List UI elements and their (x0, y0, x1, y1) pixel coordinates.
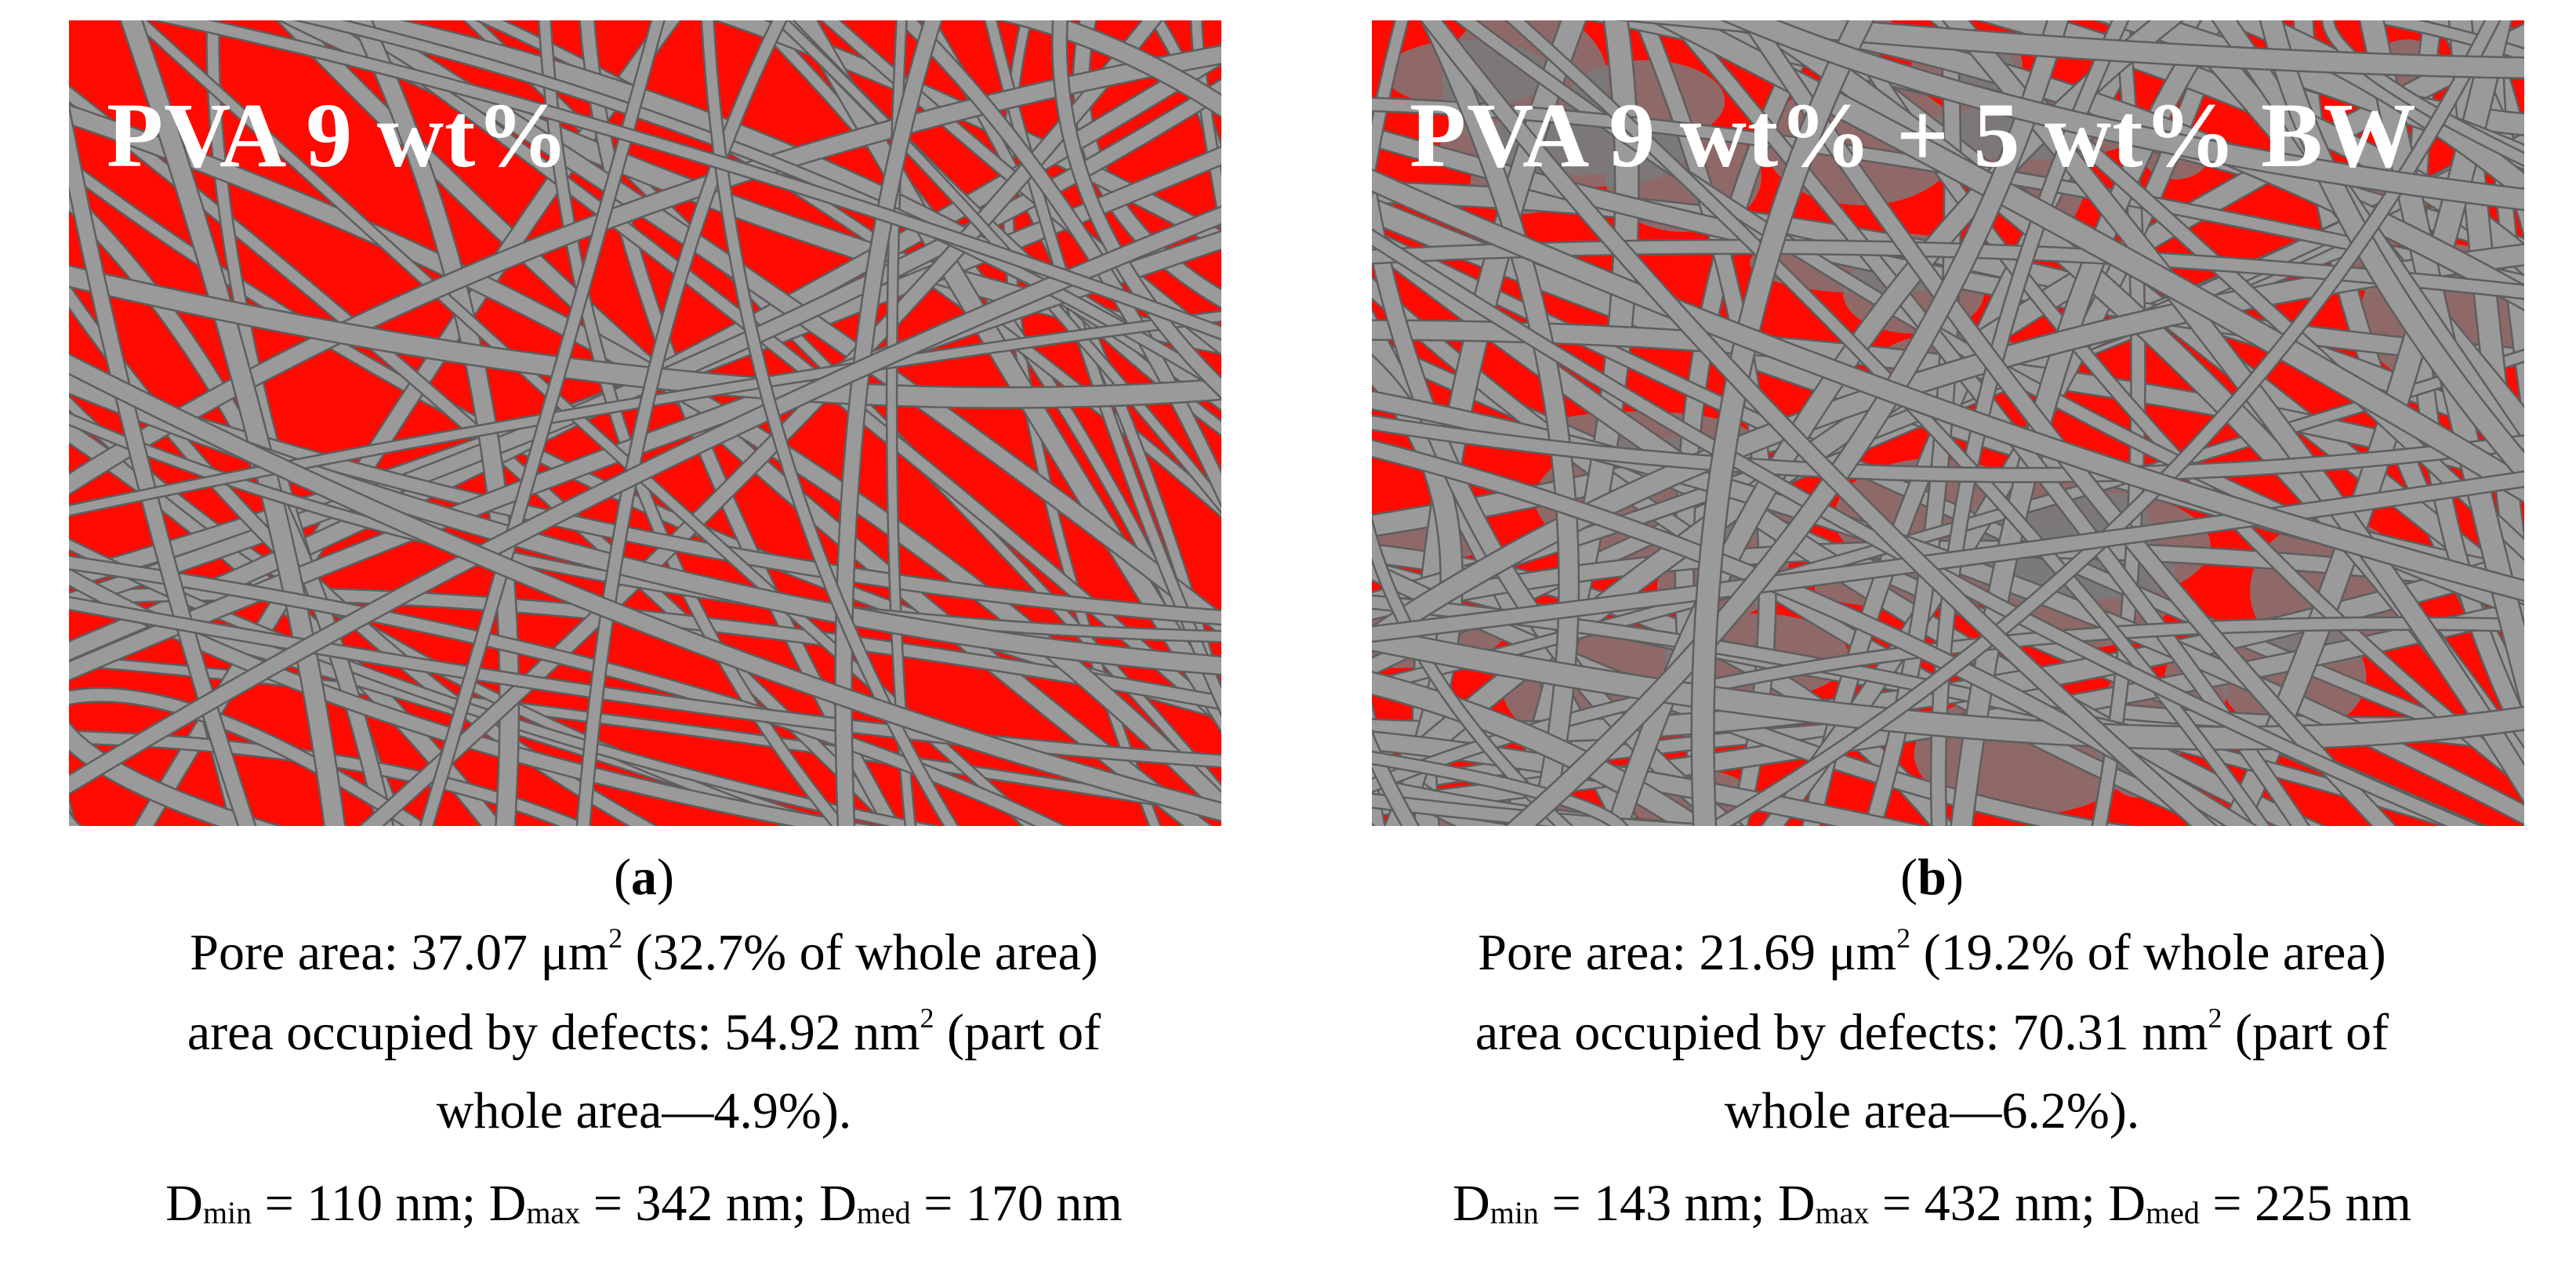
fiber (1372, 20, 1408, 826)
fiber (1372, 734, 1418, 826)
fiber (1053, 20, 1221, 397)
fiber (1372, 472, 2524, 641)
defects-text-b: area occupied by defects: 70.31 nm2 (par… (1475, 1002, 2389, 1061)
fiber (1372, 794, 1715, 826)
fiber (702, 20, 957, 826)
fiber (300, 20, 1221, 391)
fiber (1951, 20, 2226, 826)
defects-text-cont-a: whole area—4.9%). (436, 1082, 852, 1139)
fiber (1372, 170, 2524, 600)
panel-letter-a: (a) (614, 849, 674, 906)
fiber (69, 207, 1221, 793)
fiber (1421, 20, 2215, 826)
pore-area-text-a: Pore area: 37.07 μm2 (32.7% of whole are… (190, 922, 1098, 981)
defects-text-a: area occupied by defects: 54.92 nm2 (par… (187, 1002, 1101, 1061)
diameter-text-a: Dmin = 110 nm; Dmax = 342 nm; Dmed = 170… (165, 1175, 1123, 1232)
fiber (69, 266, 1221, 408)
fiber (69, 556, 1063, 826)
diameter-text-b: Dmin = 143 nm; Dmax = 432 nm; Dmed = 225… (1453, 1175, 2411, 1232)
fiber (1372, 752, 1627, 826)
sem-image-a: PVA 9 wt% (69, 20, 1221, 826)
panel-a: PVA 9 wt% (a) Pore area: 37.07 μm2 (32.7… (69, 20, 1221, 1232)
fiber (1372, 672, 1711, 826)
fiber (718, 20, 1221, 249)
fiber (158, 20, 1221, 339)
pore-area-text-b: Pore area: 21.69 μm2 (19.2% of whole are… (1478, 922, 2386, 981)
fiber (421, 20, 664, 826)
fiber (1003, 20, 1221, 117)
fiber (69, 597, 1221, 766)
sem-image-label-b: PVA 9 wt% + 5 wt% BW (1410, 84, 2417, 187)
fiber (1507, 20, 2269, 826)
fiber (69, 312, 1221, 516)
fiber (1692, 20, 1873, 826)
fiber (1372, 183, 2524, 448)
fiber-network-a (69, 20, 1221, 826)
fiber (1507, 20, 2068, 826)
fiber (2367, 20, 2524, 60)
fiber (69, 110, 255, 826)
panel-b: PVA 9 wt% + 5 wt% BW (b) Pore area: 21.6… (1288, 0, 2576, 1286)
sem-image-b: PVA 9 wt% + 5 wt% BW (1372, 20, 2524, 826)
fiber (2408, 20, 2524, 753)
fiber-network-b (1372, 20, 2524, 826)
fiber (1372, 522, 1571, 826)
fiber (1943, 20, 2524, 802)
panel-letter-b: (b) (1900, 849, 1964, 906)
fiber (578, 20, 786, 826)
fiber (1372, 618, 2524, 792)
fiber (69, 588, 1221, 708)
fiber (1372, 416, 2524, 482)
fiber (1372, 628, 2524, 749)
fiber (775, 20, 1221, 512)
fiber (1706, 20, 2499, 826)
fiber (1422, 20, 1578, 826)
fiber (69, 232, 1221, 680)
fiber (69, 355, 1221, 821)
fiber (69, 414, 1221, 641)
fiber (1725, 20, 2524, 209)
defects-text-cont-b: whole area—6.2%). (1724, 1082, 2140, 1139)
sem-image-label-a: PVA 9 wt% (107, 84, 570, 187)
fiber (478, 20, 1221, 516)
fiber (898, 20, 1221, 505)
